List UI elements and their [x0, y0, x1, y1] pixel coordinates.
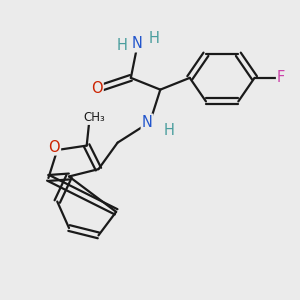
Text: F: F — [277, 70, 285, 86]
Text: N: N — [142, 115, 152, 130]
Text: O: O — [91, 81, 103, 96]
Text: H: H — [117, 38, 128, 53]
Text: H: H — [164, 123, 175, 138]
Text: CH₃: CH₃ — [83, 111, 105, 124]
Text: O: O — [49, 140, 60, 154]
Text: N: N — [131, 37, 142, 52]
Text: H: H — [149, 31, 160, 46]
